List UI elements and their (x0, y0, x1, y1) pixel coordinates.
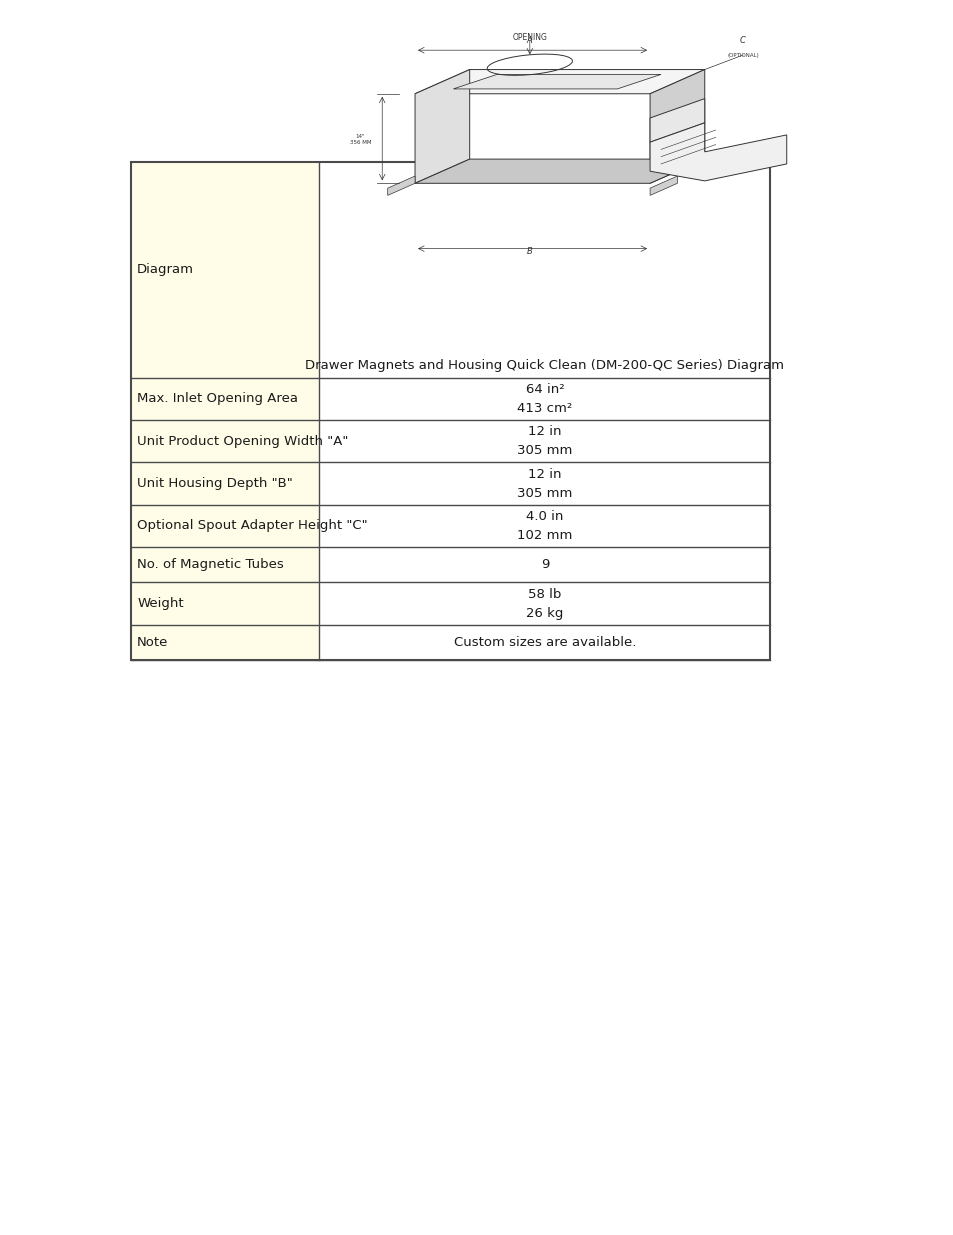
Bar (131, 547, 319, 583)
Text: Diagram: Diagram (137, 263, 193, 277)
Text: Drawer Magnets and Housing Quick Clean (DM-200-QC Series) Diagram: Drawer Magnets and Housing Quick Clean (… (305, 358, 783, 372)
Bar (319, 625, 769, 661)
Text: 64 in²
413 cm²: 64 in² 413 cm² (517, 383, 572, 415)
Bar (131, 162, 769, 661)
Text: (OPTIONAL): (OPTIONAL) (726, 53, 758, 58)
Bar (319, 162, 769, 378)
Bar (319, 505, 769, 547)
Text: Max. Inlet Opening Area: Max. Inlet Opening Area (137, 393, 297, 405)
Text: A: A (526, 36, 532, 46)
Text: 9: 9 (540, 558, 549, 572)
Bar (319, 547, 769, 583)
Text: 58 lb
26 kg: 58 lb 26 kg (526, 588, 563, 620)
Polygon shape (453, 74, 660, 89)
Bar (131, 625, 319, 661)
Bar (319, 378, 769, 420)
Polygon shape (415, 69, 469, 183)
Text: Unit Housing Depth "B": Unit Housing Depth "B" (137, 477, 293, 490)
Polygon shape (649, 69, 704, 183)
Bar (131, 378, 319, 420)
Text: 4.0 in
102 mm: 4.0 in 102 mm (517, 510, 572, 542)
Text: 14"
356 MM: 14" 356 MM (349, 135, 371, 146)
Text: 12 in
305 mm: 12 in 305 mm (517, 468, 572, 499)
Polygon shape (649, 177, 677, 195)
Text: Custom sizes are available.: Custom sizes are available. (454, 636, 636, 650)
Bar (131, 462, 319, 505)
Text: C: C (740, 36, 745, 46)
Bar (131, 420, 319, 462)
Text: No. of Magnetic Tubes: No. of Magnetic Tubes (137, 558, 284, 572)
Polygon shape (415, 159, 704, 183)
Bar (131, 583, 319, 625)
Text: Unit Product Opening Width "A": Unit Product Opening Width "A" (137, 435, 348, 447)
Text: Note: Note (137, 636, 169, 650)
Text: Weight: Weight (137, 598, 184, 610)
Bar (319, 462, 769, 505)
Polygon shape (387, 177, 415, 195)
Polygon shape (649, 122, 786, 180)
Text: Optional Spout Adapter Height "C": Optional Spout Adapter Height "C" (137, 520, 367, 532)
Bar (131, 162, 319, 378)
Text: OPENING: OPENING (512, 33, 547, 42)
Bar (319, 420, 769, 462)
Text: B: B (526, 247, 532, 256)
Text: 12 in
305 mm: 12 in 305 mm (517, 425, 572, 457)
Bar (131, 505, 319, 547)
Polygon shape (649, 99, 704, 142)
Polygon shape (415, 69, 704, 94)
Bar (319, 583, 769, 625)
